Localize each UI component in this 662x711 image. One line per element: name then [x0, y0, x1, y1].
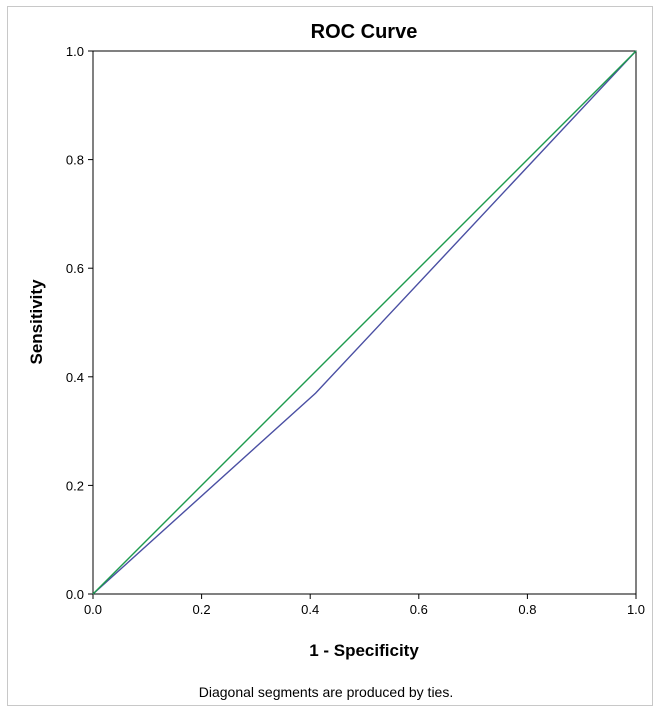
- x-tick-label: 0.8: [518, 602, 536, 617]
- series-line-2: [92, 50, 637, 595]
- series-layer: [92, 50, 637, 595]
- chart-frame: [7, 6, 653, 706]
- plot-border: [92, 50, 637, 595]
- x-tick-label: 1.0: [627, 602, 645, 617]
- series-line-1: [92, 50, 637, 595]
- x-tick-label: 0.4: [301, 602, 319, 617]
- y-tick-label: 0.2: [66, 478, 84, 493]
- y-tick-label: 0.6: [66, 261, 84, 276]
- y-tick-label: 1.0: [66, 44, 84, 59]
- chart-footnote: Diagonal segments are produced by ties.: [199, 684, 453, 700]
- y-tick-label: 0.0: [66, 587, 84, 602]
- chart-title: ROC Curve: [311, 21, 418, 43]
- y-axis-ticks: 0.0 0.2 0.4 0.6 0.8 1.0: [66, 44, 93, 602]
- y-tick-label: 0.8: [66, 153, 84, 168]
- y-tick-label: 0.4: [66, 370, 84, 385]
- x-tick-label: 0.2: [193, 602, 211, 617]
- x-axis-ticks: 0.0 0.2 0.4 0.6 0.8 1.0: [84, 594, 645, 617]
- plot-area: [92, 50, 637, 595]
- x-axis-label: 1 - Specificity: [309, 641, 419, 660]
- y-axis-label: Sensitivity: [27, 279, 46, 365]
- x-tick-label: 0.0: [84, 602, 102, 617]
- x-tick-label: 0.6: [410, 602, 428, 617]
